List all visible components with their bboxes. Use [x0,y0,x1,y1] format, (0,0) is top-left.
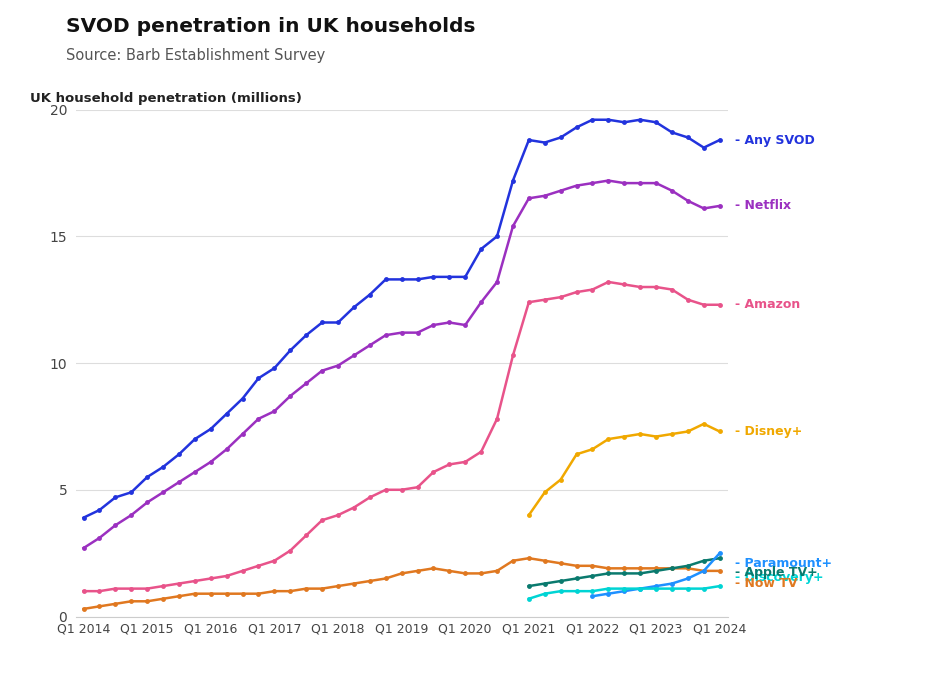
Text: SVOD penetration in UK households: SVOD penetration in UK households [66,17,475,36]
Text: - Discovery+: - Discovery+ [733,571,822,584]
Text: - Netflix: - Netflix [733,199,790,212]
Text: - Now TV: - Now TV [733,577,796,590]
Text: - Apple TV+: - Apple TV+ [733,566,817,579]
Text: - Paramount+: - Paramount+ [733,557,831,570]
Text: - Amazon: - Amazon [733,298,799,311]
Text: Source: Barb Establishment Survey: Source: Barb Establishment Survey [66,48,325,63]
Text: - Disney+: - Disney+ [733,425,801,438]
Text: - Any SVOD: - Any SVOD [733,134,814,147]
Text: UK household penetration (millions): UK household penetration (millions) [30,92,301,105]
